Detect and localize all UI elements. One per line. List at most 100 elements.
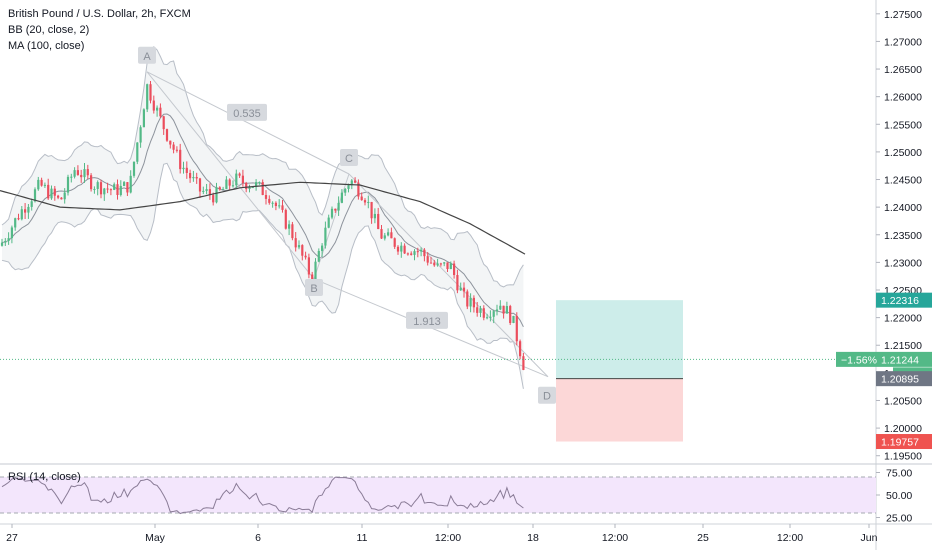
candle-body bbox=[446, 262, 449, 270]
candle-body bbox=[165, 129, 169, 141]
candle-body bbox=[40, 179, 43, 186]
candle-body bbox=[20, 209, 23, 220]
candle-body bbox=[495, 309, 499, 312]
candle-body bbox=[436, 263, 439, 266]
pattern-label-b-text: B bbox=[310, 283, 317, 295]
candle-body bbox=[337, 202, 340, 211]
candle-body bbox=[278, 205, 281, 207]
pattern-label-d[interactable]: D bbox=[538, 386, 556, 404]
pattern-ratio-ab[interactable]: 0.535 bbox=[227, 103, 267, 121]
candle-body bbox=[99, 182, 103, 195]
candle-body bbox=[245, 182, 248, 190]
candle-body bbox=[152, 100, 155, 111]
candle-body bbox=[340, 192, 343, 203]
candle-body bbox=[288, 224, 291, 229]
pattern-label-a[interactable]: A bbox=[138, 46, 156, 64]
bollinger-band-fill bbox=[2, 46, 524, 389]
candle-body bbox=[509, 306, 512, 323]
chart-legend: British Pound / U.S. Dollar, 2h, FXCM BB… bbox=[8, 6, 191, 54]
pattern-ratio-bc-text: 1.913 bbox=[413, 316, 441, 328]
candle-body bbox=[66, 176, 70, 193]
rsi-pane[interactable]: 75.00 50.00 25.00 bbox=[0, 468, 912, 525]
current-price-badge: 1.21244 bbox=[876, 351, 932, 367]
candle-body bbox=[334, 208, 337, 211]
candle-body bbox=[429, 262, 433, 264]
target-zone[interactable] bbox=[556, 300, 683, 379]
pattern-line-ab[interactable] bbox=[146, 71, 315, 280]
candle-body bbox=[439, 263, 442, 265]
price-change-badge-text: −1.56% bbox=[841, 354, 877, 366]
chart-title[interactable]: British Pound / U.S. Dollar, 2h, FXCM bbox=[8, 8, 191, 20]
candle-body bbox=[406, 253, 409, 255]
pattern-line-ac[interactable] bbox=[146, 71, 350, 175]
price-tick-label: 1.25500 bbox=[884, 119, 922, 131]
candle-body bbox=[14, 218, 17, 228]
candle-body bbox=[416, 251, 419, 253]
candle-body bbox=[469, 297, 472, 307]
candle-body bbox=[410, 253, 413, 255]
position-zones[interactable] bbox=[556, 300, 683, 442]
entry-price-badge-text: 1.20895 bbox=[881, 374, 919, 386]
candle-body bbox=[146, 84, 149, 110]
price-tick-label: 1.26500 bbox=[884, 64, 922, 76]
candle-body bbox=[86, 169, 89, 176]
price-tick-label: 1.24000 bbox=[884, 202, 922, 214]
candle-body bbox=[264, 194, 268, 199]
candle-body bbox=[47, 184, 50, 199]
candle-body bbox=[396, 246, 400, 252]
moving-average-line bbox=[0, 181, 526, 255]
rsi-line bbox=[1, 476, 524, 515]
candle-body bbox=[261, 182, 264, 195]
pattern-labels[interactable]: A B C D 0.535 1.913 bbox=[138, 46, 556, 404]
candle-body bbox=[499, 305, 502, 310]
candle-body bbox=[53, 188, 56, 196]
candle-body bbox=[360, 196, 363, 201]
candle-body bbox=[284, 209, 287, 229]
pattern-label-c[interactable]: C bbox=[340, 149, 358, 166]
candle-body bbox=[248, 187, 251, 190]
current-price-badge-text: 1.21244 bbox=[881, 354, 919, 366]
pattern-ratio-bc[interactable]: 1.913 bbox=[406, 311, 448, 329]
candle-body bbox=[268, 198, 271, 203]
candle-body bbox=[321, 245, 324, 251]
candle-body bbox=[103, 188, 106, 195]
candle-body bbox=[380, 229, 383, 239]
candle-body bbox=[4, 240, 7, 243]
candle-body bbox=[90, 175, 93, 190]
pattern-ratio-ab-box bbox=[227, 103, 267, 121]
candle-body bbox=[136, 142, 139, 162]
candle-body bbox=[413, 251, 416, 255]
candle-body bbox=[426, 256, 429, 263]
time-tick-label: Jun bbox=[861, 532, 878, 544]
price-tick-label: 1.21500 bbox=[884, 340, 922, 352]
candle-body bbox=[235, 173, 238, 186]
candle-body bbox=[63, 192, 66, 200]
candle-body bbox=[515, 315, 518, 342]
candle-body bbox=[30, 201, 33, 207]
price-tick-label: 1.23000 bbox=[884, 257, 922, 269]
candle-body bbox=[486, 317, 489, 319]
stop-zone[interactable] bbox=[556, 378, 683, 442]
candle-body bbox=[502, 305, 505, 314]
price-tick-label: 1.26000 bbox=[884, 92, 922, 104]
price-axis[interactable]: 1.27500 1.27000 1.26500 1.26000 1.25500 1.250… bbox=[876, 9, 922, 463]
price-tick-label: 1.27500 bbox=[884, 9, 922, 21]
pattern-line-cd[interactable] bbox=[348, 173, 549, 378]
legend-bb[interactable]: BB (20, close, 2) bbox=[8, 24, 90, 36]
rsi-legend[interactable]: RSI (14, close) bbox=[8, 471, 81, 483]
pattern-ratio-ab-text: 0.535 bbox=[233, 108, 261, 120]
time-axis[interactable]: 27 May 6 11 12:00 18 12:00 25 12:00 Jun bbox=[6, 524, 878, 544]
time-tick-label: 12:00 bbox=[602, 532, 628, 544]
candle-body bbox=[195, 177, 198, 179]
candle-body bbox=[185, 167, 188, 173]
candle-body bbox=[255, 182, 258, 188]
pattern-label-b[interactable]: B bbox=[305, 278, 323, 296]
candle-body bbox=[162, 116, 165, 130]
candle-body bbox=[297, 245, 301, 248]
candle-body bbox=[489, 316, 492, 318]
legend-ma[interactable]: MA (100, close) bbox=[8, 40, 85, 52]
price-tick-label: 1.20500 bbox=[884, 395, 922, 407]
price-tick-label: 1.23500 bbox=[884, 230, 922, 242]
candle-body bbox=[472, 297, 475, 308]
